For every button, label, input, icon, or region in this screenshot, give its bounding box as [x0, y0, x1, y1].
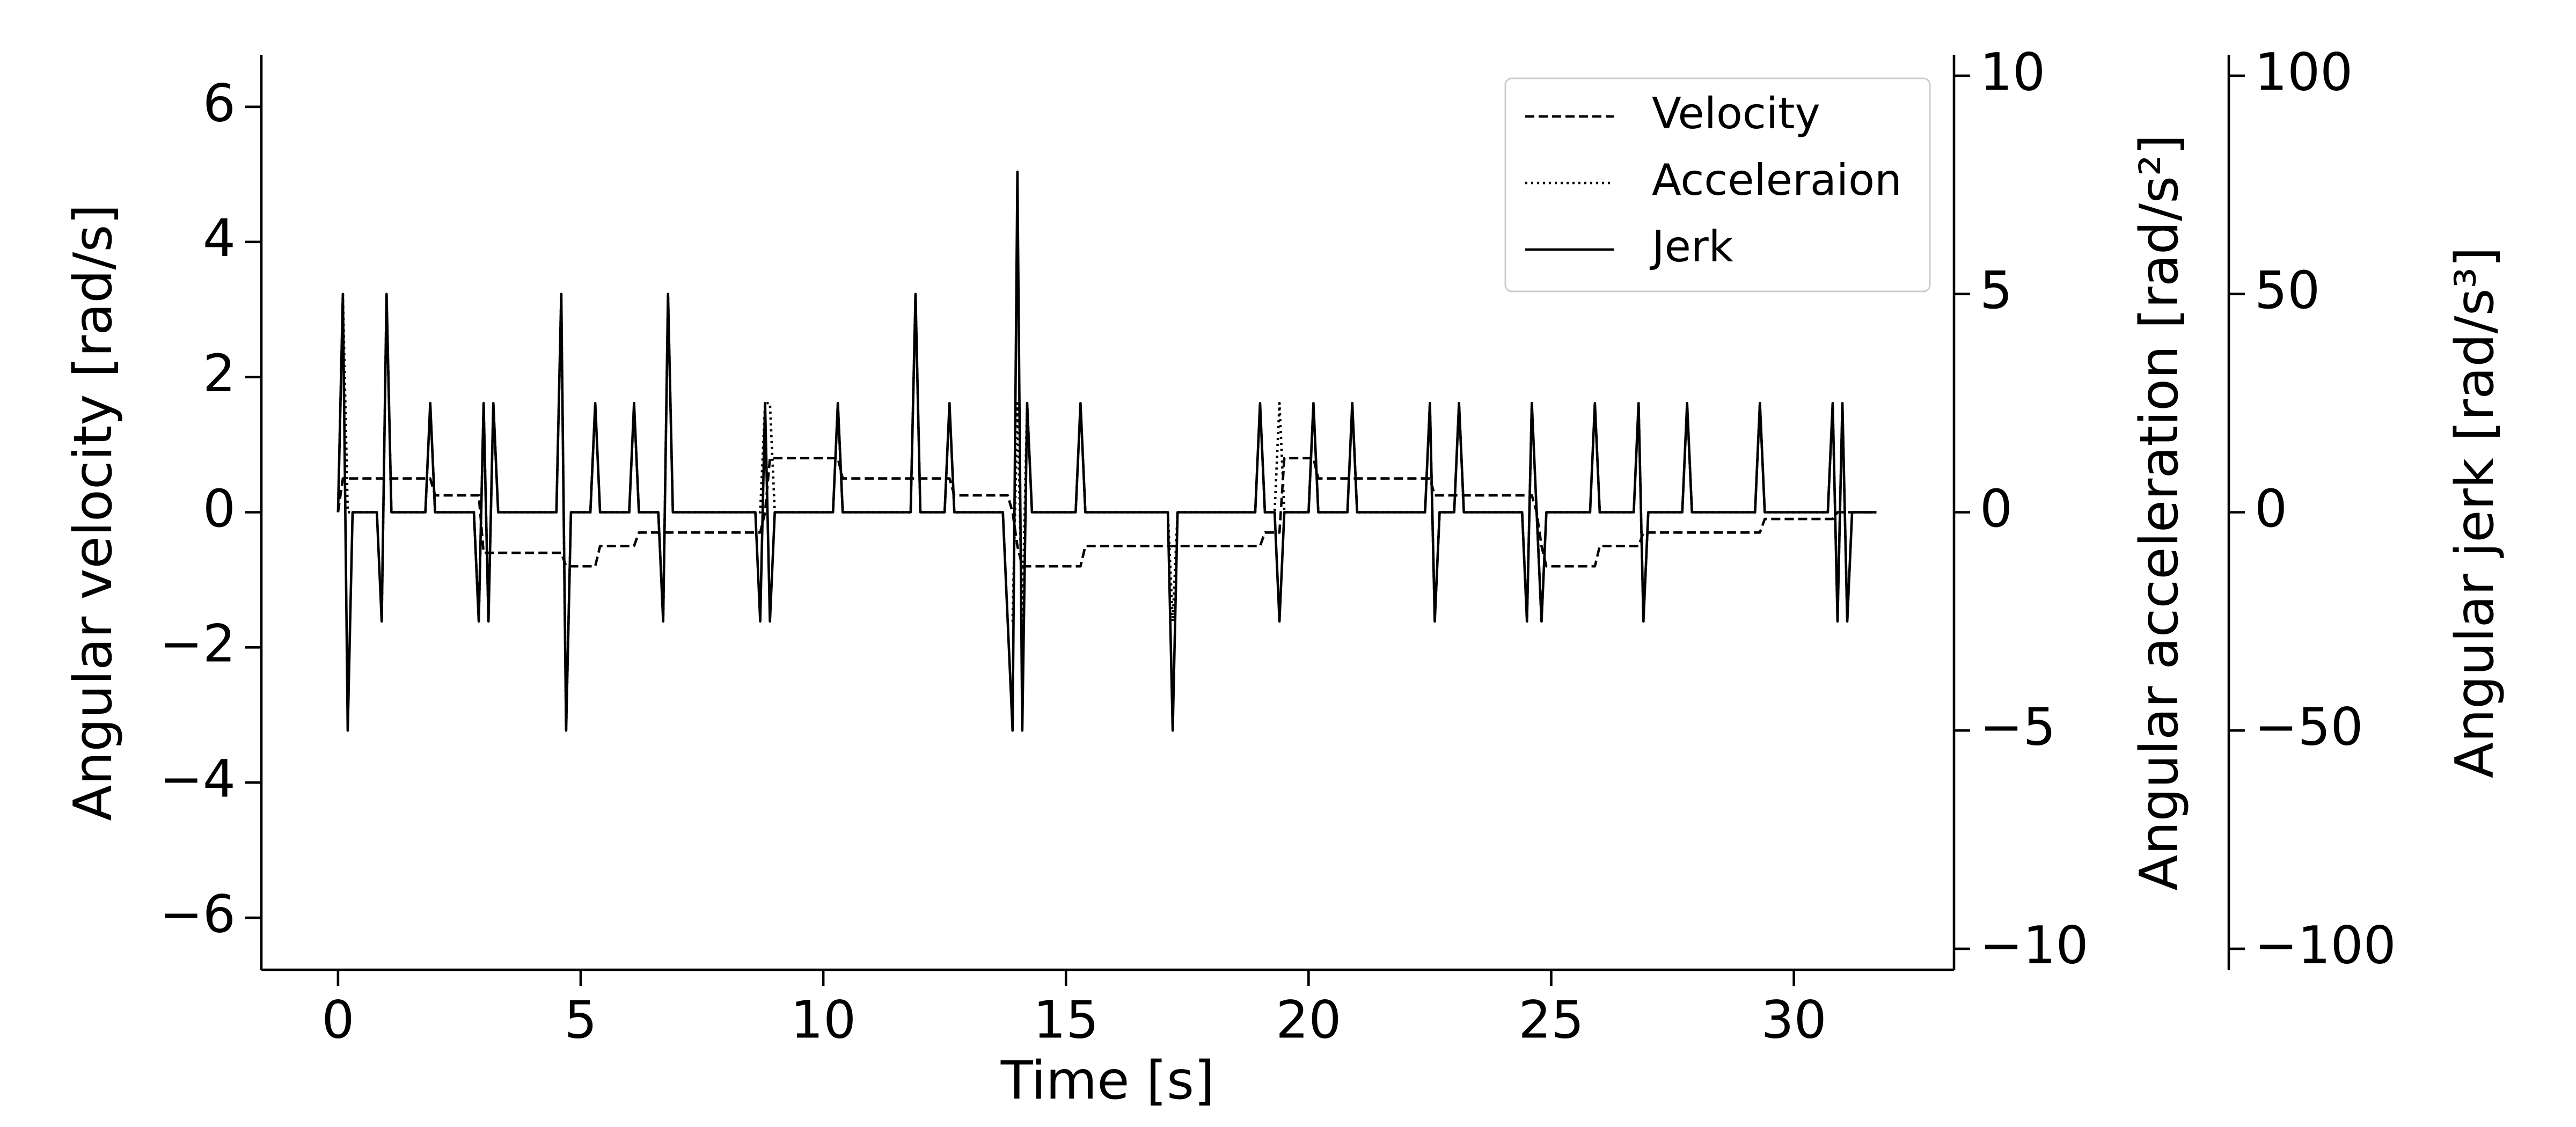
y-tick-label: 0 [203, 479, 236, 539]
x-tick-label: 25 [1518, 990, 1584, 1050]
y-axis-label: Angular velocity [rad/s] [63, 204, 124, 821]
x-tick-label: 30 [1761, 990, 1827, 1050]
y3-tick-label: 100 [2255, 42, 2353, 102]
y2-tick-label: −10 [1980, 915, 2089, 975]
y2-axis-label: Angular acceleration [rad/s²] [2129, 134, 2190, 890]
x-tick-label: 5 [564, 990, 597, 1050]
y-tick-label: 6 [203, 73, 236, 133]
y-tick-label: −4 [159, 749, 236, 809]
x-tick-label: 10 [791, 990, 856, 1050]
data-line [336, 170, 1877, 732]
y3-tick-label: 0 [2255, 479, 2287, 539]
x-tick-label: 20 [1276, 990, 1341, 1050]
y2-tick-label: 10 [1980, 42, 2045, 102]
legend-label: Velocity [1652, 89, 1820, 138]
y2-tick-label: 5 [1980, 260, 2012, 320]
x-tick-label: 15 [1033, 990, 1099, 1050]
y-tick-label: 4 [203, 208, 236, 268]
y2-tick-label: −5 [1980, 697, 2056, 757]
legend-label: Acceleraion [1652, 155, 1902, 205]
y3-tick-label: −100 [2255, 915, 2396, 975]
legend-label: Jerk [1649, 222, 1734, 272]
x-tick-label: 0 [321, 990, 354, 1050]
x-axis-label: Time [s] [1000, 1050, 1215, 1111]
y3-axis-label: Angular jerk [rad/s³] [2445, 247, 2506, 778]
data-line [336, 457, 1877, 568]
y2-tick-label: 0 [1980, 479, 2012, 539]
y-tick-label: −2 [159, 614, 236, 674]
y3-tick-label: −50 [2255, 697, 2363, 757]
legend-box [1504, 77, 1931, 292]
y3-tick-label: 50 [2255, 260, 2320, 320]
y-tick-label: −6 [159, 884, 236, 944]
y-tick-label: 2 [203, 343, 236, 404]
